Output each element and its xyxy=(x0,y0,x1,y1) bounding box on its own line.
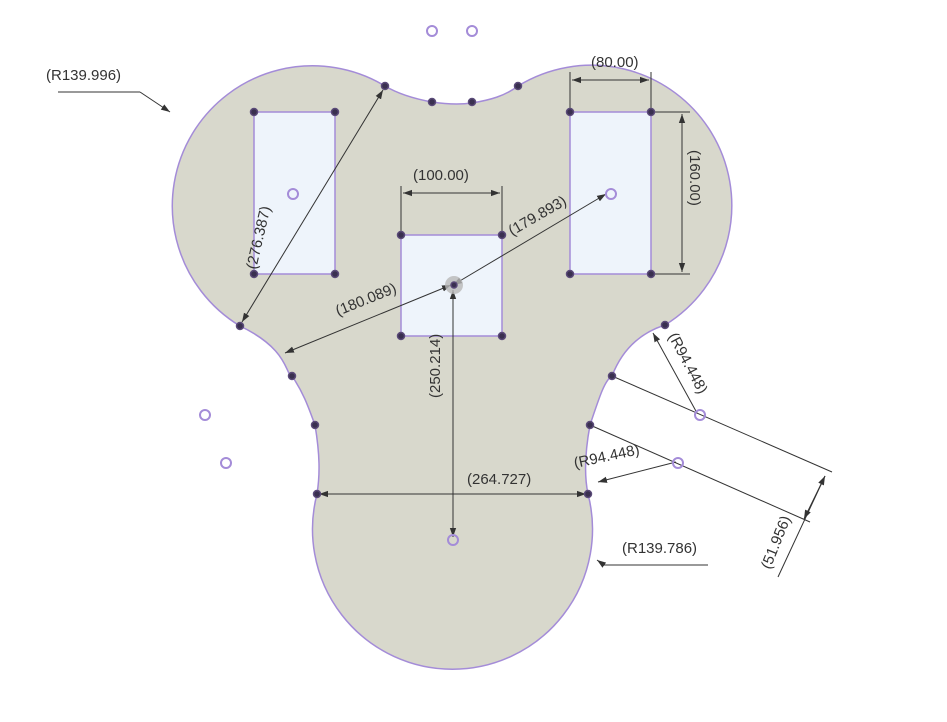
dim-vertical-center[interactable]: (250.214) xyxy=(427,334,444,398)
sketch-points xyxy=(235,81,670,499)
sketch-point[interactable] xyxy=(330,107,340,117)
sketch-point[interactable] xyxy=(585,420,595,430)
left-window[interactable] xyxy=(253,111,336,275)
sketch-point[interactable] xyxy=(330,269,340,279)
dim-width-right-window[interactable]: (80.00) xyxy=(591,54,639,71)
sketch-point[interactable] xyxy=(565,269,575,279)
sketch-point[interactable] xyxy=(467,97,477,107)
center-point[interactable] xyxy=(694,409,706,421)
center-point[interactable] xyxy=(466,25,478,37)
dimension-lines xyxy=(139,76,826,578)
dim-width-center-window[interactable]: (100.00) xyxy=(413,167,469,184)
sketch-point[interactable] xyxy=(565,107,575,117)
center-point[interactable] xyxy=(287,188,299,200)
sketch-point[interactable] xyxy=(646,107,656,117)
sketch-point[interactable] xyxy=(249,269,259,279)
dim-offset-right[interactable]: (51.956) xyxy=(758,513,795,571)
sketch-point[interactable] xyxy=(235,321,245,331)
right-window[interactable] xyxy=(569,111,652,275)
center-point[interactable] xyxy=(605,188,617,200)
dim-r-top-left[interactable]: (R139.996) xyxy=(46,67,121,84)
center-point[interactable] xyxy=(199,409,211,421)
sketch-point[interactable] xyxy=(497,230,507,240)
origin-point[interactable] xyxy=(445,276,463,294)
sketch-point[interactable] xyxy=(249,107,259,117)
sketch-point[interactable] xyxy=(287,371,297,381)
center-point[interactable] xyxy=(426,25,438,37)
dim-height-right-window[interactable]: (160.00) xyxy=(686,150,703,206)
center-point[interactable] xyxy=(447,534,459,546)
dim-width-neck[interactable]: (264.727) xyxy=(467,471,531,488)
sketch-point[interactable] xyxy=(660,320,670,330)
dim-r-right-upper[interactable]: (R94.448) xyxy=(664,330,710,397)
sketch-point[interactable] xyxy=(396,331,406,341)
sketch-point[interactable] xyxy=(396,230,406,240)
dim-r-bottom[interactable]: (R139.786) xyxy=(622,540,697,557)
sketch-point[interactable] xyxy=(312,489,322,499)
sketch-point[interactable] xyxy=(646,269,656,279)
sketch-point[interactable] xyxy=(497,331,507,341)
sketch-point[interactable] xyxy=(513,81,523,91)
construction-points xyxy=(199,25,706,546)
center-point[interactable] xyxy=(220,457,232,469)
sketch-point[interactable] xyxy=(380,81,390,91)
sketch-point[interactable] xyxy=(427,97,437,107)
center-point[interactable] xyxy=(672,457,684,469)
sketch-point[interactable] xyxy=(310,420,320,430)
sketch-point[interactable] xyxy=(607,371,617,381)
sketch-point[interactable] xyxy=(583,489,593,499)
